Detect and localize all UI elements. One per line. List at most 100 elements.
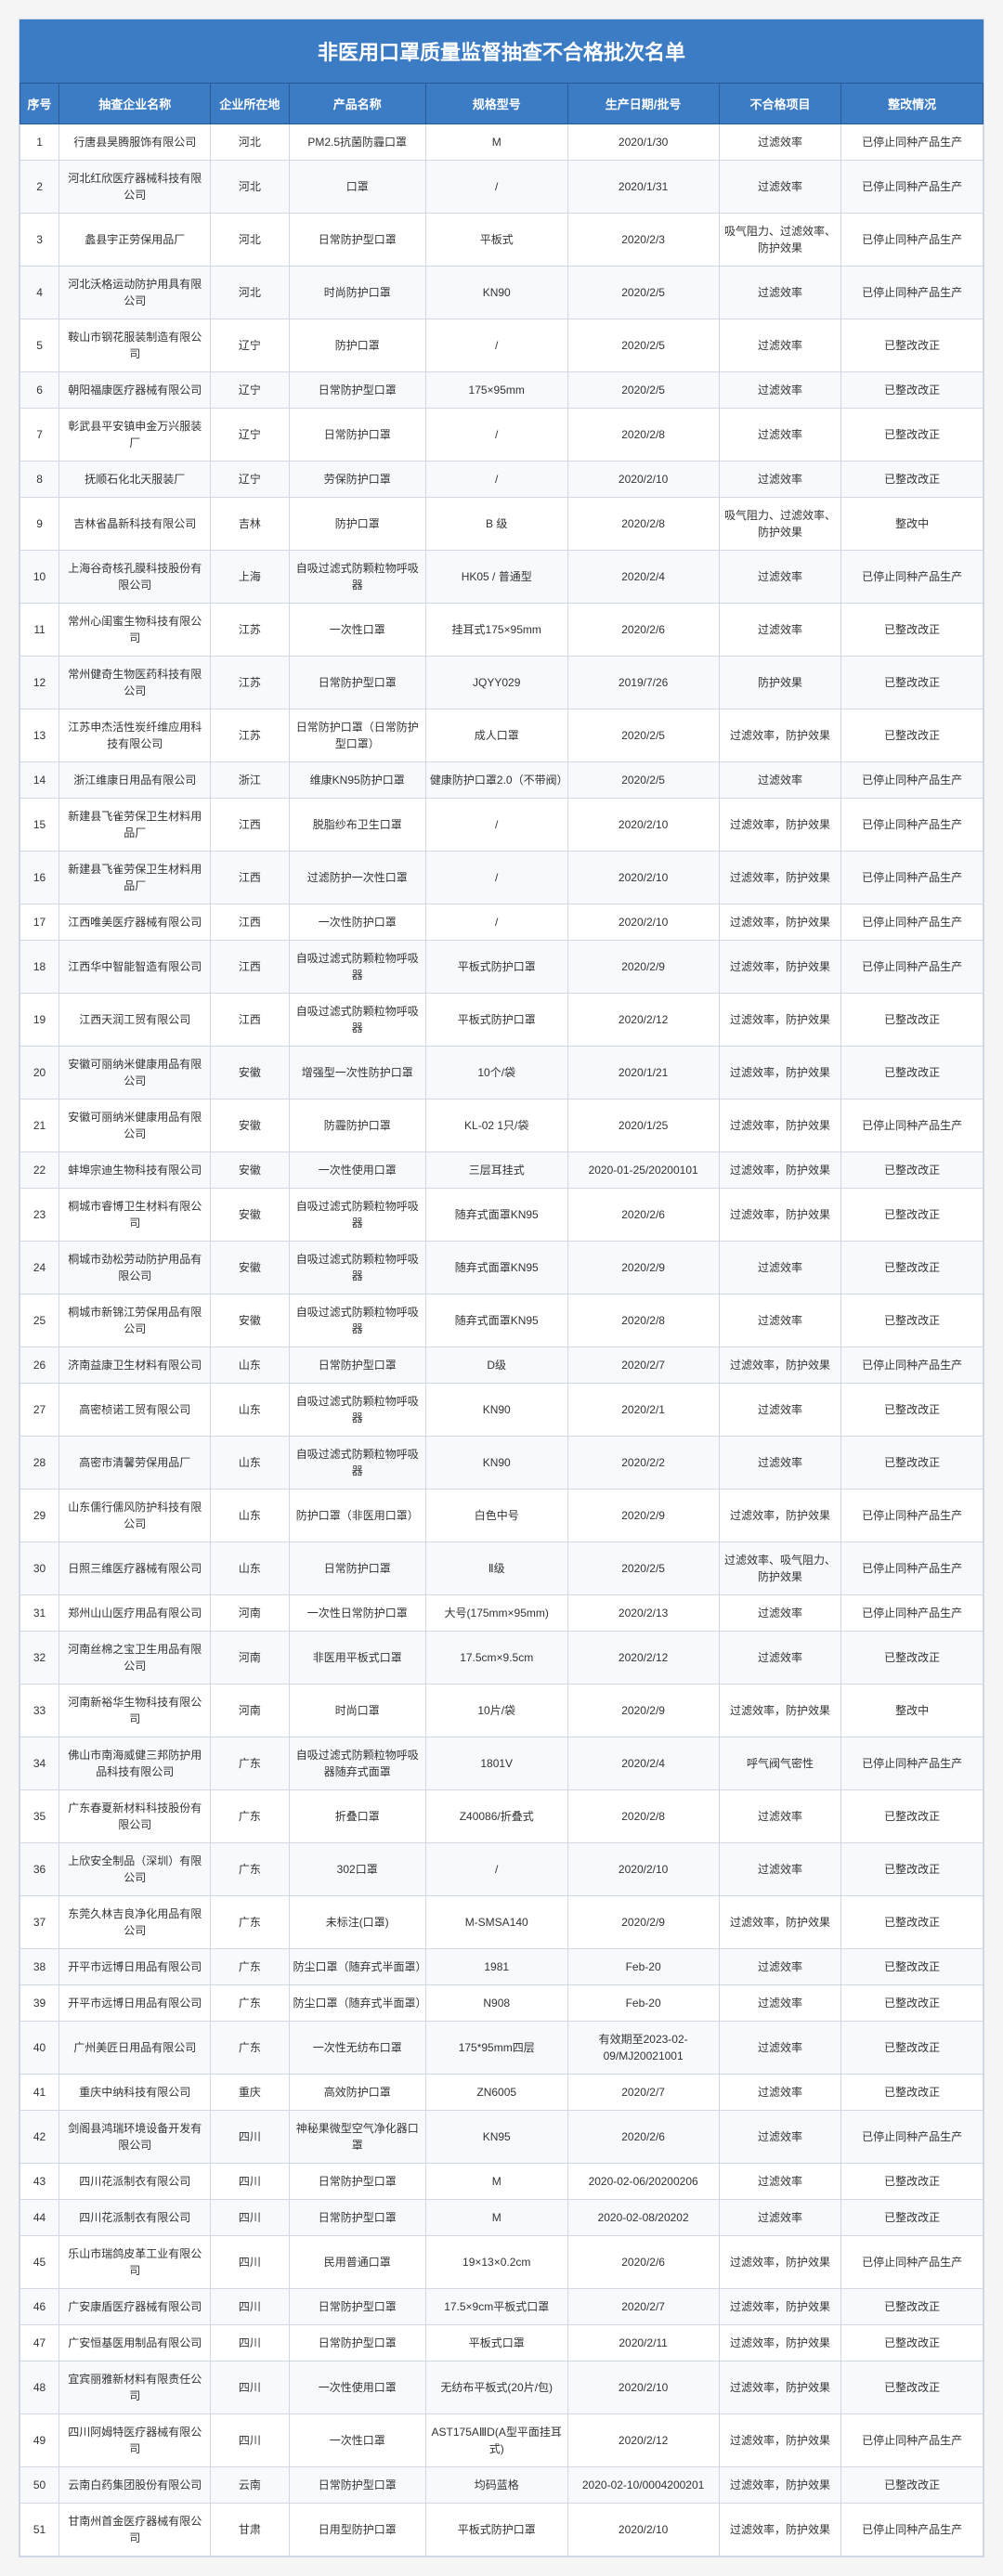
table-cell-6: 过滤效率，防护效果 [719, 1490, 841, 1542]
table-cell-6: 过滤效率 [719, 1949, 841, 1985]
table-cell-6: 过滤效率 [719, 551, 841, 604]
table-cell-2: 广东 [211, 2022, 289, 2075]
table-cell-2: 广东 [211, 1896, 289, 1949]
table-cell-7: 已整改改正 [841, 1437, 983, 1490]
table-cell-0: 1 [20, 124, 59, 161]
table-cell-1: 吉林省晶新科技有限公司 [59, 498, 211, 551]
table-cell-1: 江西华中智能智造有限公司 [59, 941, 211, 994]
table-cell-5: 2020/2/10 [567, 1843, 719, 1896]
column-header-2: 企业所在地 [211, 84, 289, 124]
table-cell-3: 时尚防护口罩 [289, 267, 425, 319]
table-cell-4: 平板式防护口罩 [425, 2504, 567, 2556]
table-cell-3: 302口罩 [289, 1843, 425, 1896]
table-cell-3: 日常防护型口罩 [289, 2325, 425, 2361]
table-cell-5: 2020-02-10/0004200201 [567, 2467, 719, 2504]
table-cell-4: Z40086/折叠式 [425, 1790, 567, 1843]
table-cell-2: 河南 [211, 1632, 289, 1685]
table-cell-3: 日常防护口罩 [289, 409, 425, 462]
table-cell-2: 河北 [211, 214, 289, 267]
table-row: 17江西唯美医疗器械有限公司江西一次性防护口罩/2020/2/10过滤效率，防护… [20, 904, 983, 941]
table-cell-6: 过滤效率 [719, 2111, 841, 2164]
table-cell-3: 一次性使用口罩 [289, 2361, 425, 2414]
table-cell-4: KL-02 1只/袋 [425, 1099, 567, 1152]
table-row: 41重庆中纳科技有限公司重庆高效防护口罩ZN60052020/2/7过滤效率已整… [20, 2075, 983, 2111]
table-cell-2: 河北 [211, 124, 289, 161]
table-cell-3: 自吸过滤式防颗粒物呼吸器 [289, 1437, 425, 1490]
table-cell-6: 过滤效率，防护效果 [719, 2361, 841, 2414]
table-cell-5: 2020/2/4 [567, 1737, 719, 1790]
table-row: 49四川阿姆特医疗器械有限公司四川一次性口罩AST175AⅢD(A型平面挂耳式)… [20, 2414, 983, 2467]
table-cell-6: 过滤效率 [719, 1985, 841, 2022]
table-cell-5: 2020/2/10 [567, 2361, 719, 2414]
table-cell-4: 1801V [425, 1737, 567, 1790]
table-cell-3: 防尘口罩（随弃式半面罩） [289, 1949, 425, 1985]
table-cell-4: 三层耳挂式 [425, 1152, 567, 1189]
table-cell-0: 3 [20, 214, 59, 267]
table-cell-1: 新建县飞雀劳保卫生材料用品厂 [59, 852, 211, 904]
table-cell-5: 2020/2/7 [567, 1347, 719, 1384]
table-cell-6: 过滤效率，防护效果 [719, 2289, 841, 2325]
table-cell-2: 江苏 [211, 657, 289, 709]
table-cell-6: 过滤效率，防护效果 [719, 1685, 841, 1737]
table-cell-4: 平板式 [425, 214, 567, 267]
table-cell-5: 2020/2/7 [567, 2075, 719, 2111]
table-cell-0: 17 [20, 904, 59, 941]
table-cell-6: 过滤效率 [719, 2164, 841, 2200]
table-cell-2: 四川 [211, 2111, 289, 2164]
table-cell-4: 10片/袋 [425, 1685, 567, 1737]
table-cell-7: 已整改改正 [841, 319, 983, 372]
table-cell-3: 防护口罩 [289, 319, 425, 372]
table-cell-6: 过滤效率 [719, 267, 841, 319]
table-cell-0: 16 [20, 852, 59, 904]
table-cell-4: 成人口罩 [425, 709, 567, 762]
table-cell-7: 已整改改正 [841, 1632, 983, 1685]
table-cell-2: 广东 [211, 1790, 289, 1843]
table-cell-1: 上欣安全制品（深圳）有限公司 [59, 1843, 211, 1896]
table-cell-7: 已停止同种产品生产 [841, 1347, 983, 1384]
table-row: 10上海谷奇核孔膜科技股份有限公司上海自吸过滤式防颗粒物呼吸器HK05 / 普通… [20, 551, 983, 604]
table-cell-5: 2020/2/5 [567, 762, 719, 799]
table-cell-3: 日常防护型口罩 [289, 214, 425, 267]
table-cell-7: 已停止同种产品生产 [841, 762, 983, 799]
table-head: 序号抽查企业名称企业所在地产品名称规格型号生产日期/批号不合格项目整改情况 [20, 84, 983, 124]
table-cell-7: 已停止同种产品生产 [841, 267, 983, 319]
table-cell-5: Feb-20 [567, 1985, 719, 2022]
table-cell-1: 江西唯美医疗器械有限公司 [59, 904, 211, 941]
table-cell-2: 河北 [211, 267, 289, 319]
table-row: 39开平市远博日用品有限公司广东防尘口罩（随弃式半面罩）N908Feb-20过滤… [20, 1985, 983, 2022]
table-cell-1: 朝阳福康医疗器械有限公司 [59, 372, 211, 409]
table-cell-3: PM2.5抗菌防霾口罩 [289, 124, 425, 161]
table-cell-3: 劳保防护口罩 [289, 462, 425, 498]
table-cell-7: 已整改改正 [841, 2325, 983, 2361]
table-cell-3: 自吸过滤式防颗粒物呼吸器随弃式面罩 [289, 1737, 425, 1790]
table-cell-0: 4 [20, 267, 59, 319]
table-cell-0: 14 [20, 762, 59, 799]
table-cell-3: 自吸过滤式防颗粒物呼吸器 [289, 994, 425, 1047]
table-cell-6: 过滤效率 [719, 604, 841, 657]
table-cell-2: 辽宁 [211, 462, 289, 498]
table-cell-6: 过滤效率 [719, 1437, 841, 1490]
table-cell-4: 随弃式面罩KN95 [425, 1189, 567, 1242]
table-cell-2: 安徽 [211, 1152, 289, 1189]
column-header-3: 产品名称 [289, 84, 425, 124]
table-row: 29山东儒行儒风防护科技有限公司山东防护口罩（非医用口罩）白色中号2020/2/… [20, 1490, 983, 1542]
table-cell-6: 呼气阀气密性 [719, 1737, 841, 1790]
table-cell-6: 过滤效率 [719, 2075, 841, 2111]
table-cell-3: 自吸过滤式防颗粒物呼吸器 [289, 1242, 425, 1295]
table-cell-2: 四川 [211, 2289, 289, 2325]
table-cell-2: 安徽 [211, 1047, 289, 1099]
table-cell-0: 45 [20, 2236, 59, 2289]
table-cell-5: 2020/1/31 [567, 161, 719, 214]
table-cell-4: 平板式防护口罩 [425, 994, 567, 1047]
table-cell-2: 安徽 [211, 1099, 289, 1152]
table-cell-5: 2019/7/26 [567, 657, 719, 709]
table-cell-1: 安徽可丽纳米健康用品有限公司 [59, 1047, 211, 1099]
table-row: 38开平市远博日用品有限公司广东防尘口罩（随弃式半面罩）1981Feb-20过滤… [20, 1949, 983, 1985]
table-cell-4: 19×13×0.2cm [425, 2236, 567, 2289]
table-cell-2: 江西 [211, 852, 289, 904]
table-cell-2: 辽宁 [211, 409, 289, 462]
table-cell-5: 2020/2/12 [567, 2414, 719, 2467]
table-cell-2: 江西 [211, 994, 289, 1047]
table-cell-5: 2020/2/5 [567, 319, 719, 372]
table-cell-3: 一次性口罩 [289, 2414, 425, 2467]
